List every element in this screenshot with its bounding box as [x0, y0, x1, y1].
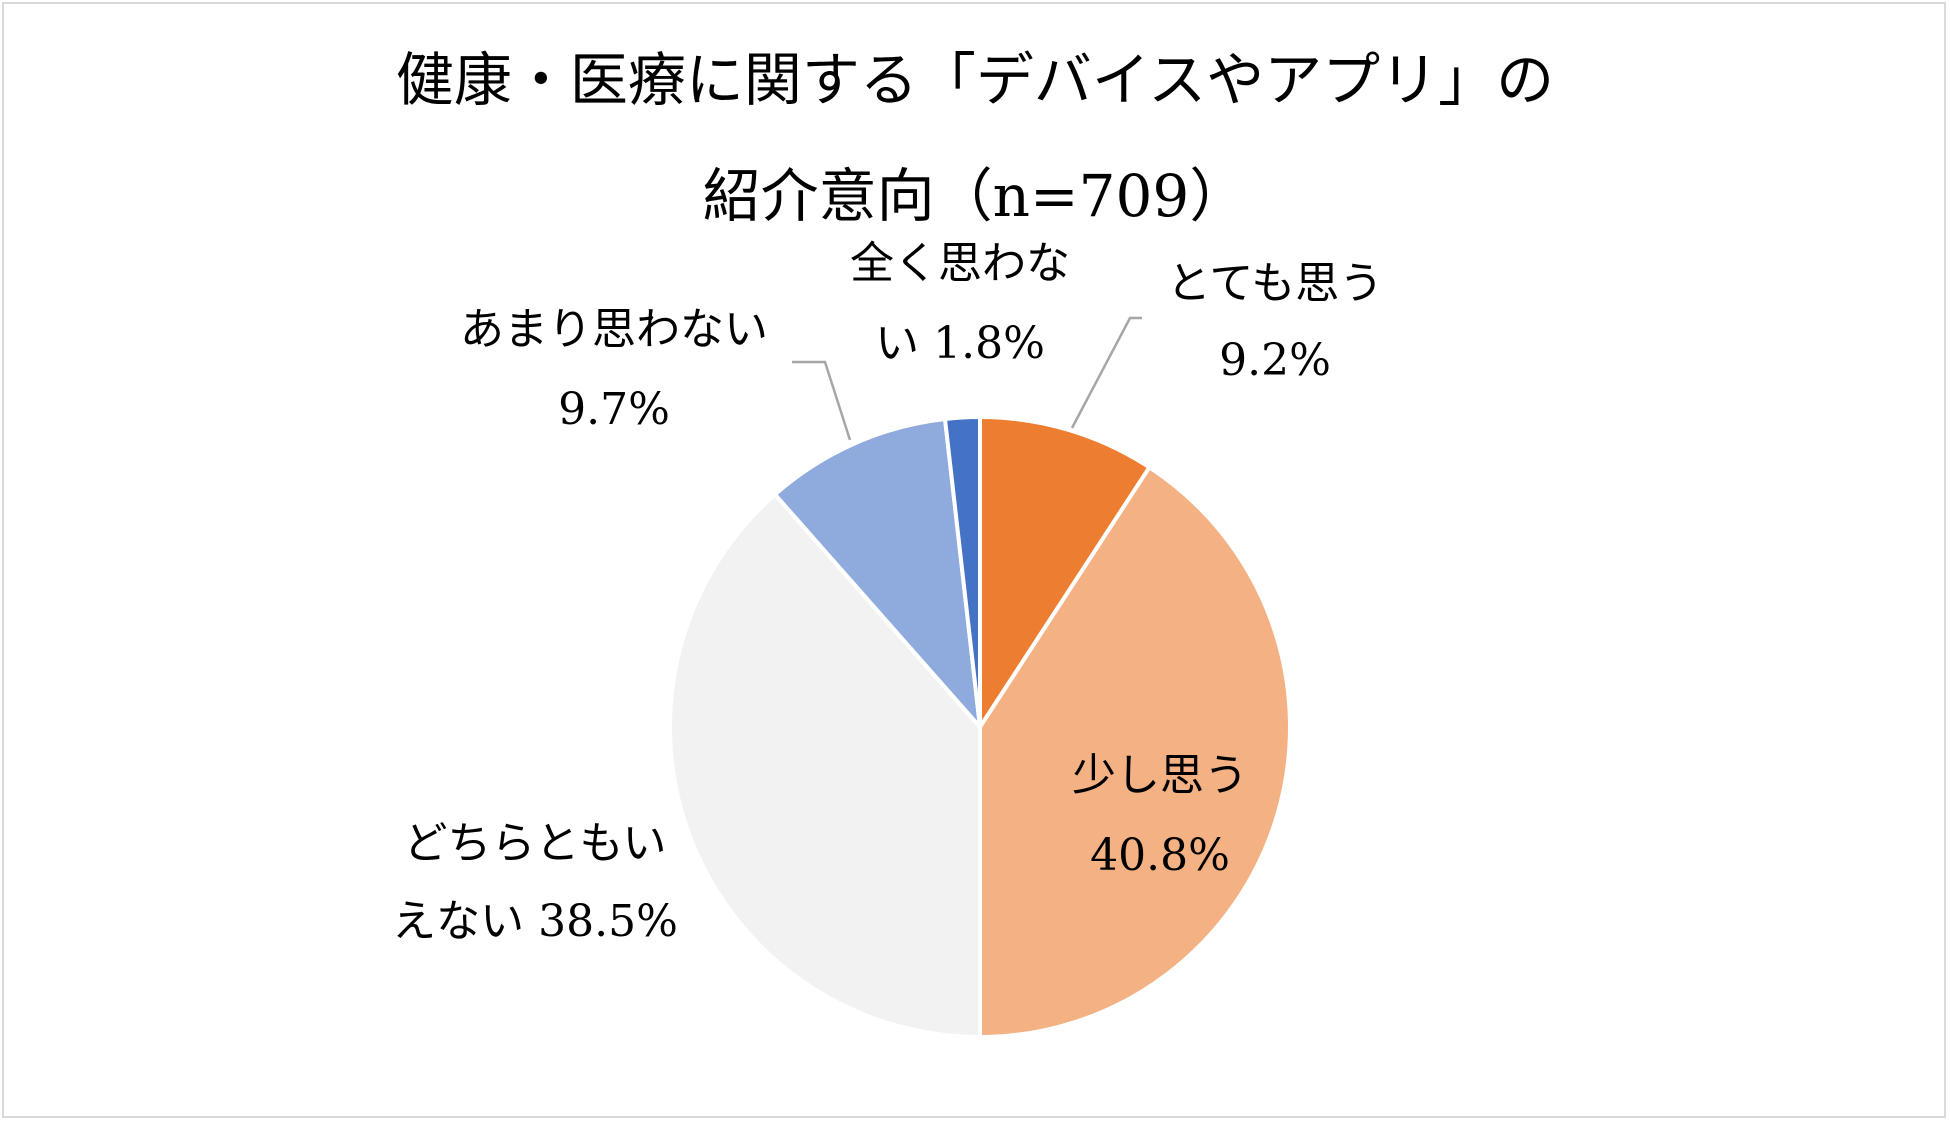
data-label-2-line-1: 少し思う [1072, 750, 1248, 801]
pie-slice-4 [772, 416, 982, 729]
pie-slice-2 [978, 465, 1292, 1039]
data-label-4-line-1: あまり思わない [460, 304, 768, 355]
data-label-1-line-2: 9.2% [1219, 335, 1331, 386]
leader-line-1 [1070, 316, 1142, 429]
data-labels: とても思う 9.2% 少し思う 40.8% どちらともいえない 38.5% あまり思わない… [392, 238, 1383, 947]
data-label-3: どちらともいえない 38.5% [392, 818, 678, 947]
data-label-3-line-1: どちらともい [403, 818, 666, 869]
data-label-2: 少し思う 40.8% [1072, 750, 1248, 881]
data-label-5-line-2: い 1.8% [875, 318, 1045, 369]
data-label-3-line-2: えない 38.5% [392, 896, 678, 947]
data-label-4: あまり思わない 9.7% [460, 304, 768, 435]
data-label-1-line-1: とても思う [1167, 258, 1383, 309]
data-label-2-line-2: 40.8% [1090, 830, 1230, 881]
pie-slice-3 [668, 492, 982, 1039]
pie-slice-1 [978, 415, 1152, 729]
leader-line-4 [792, 360, 852, 441]
data-label-4-line-2: 9.7% [558, 384, 670, 435]
data-label-5-line-1: 全く思わな [850, 238, 1070, 289]
chart-title-line-2: 紹介意向（n=709） [702, 162, 1248, 230]
data-label-5: 全く思わない 1.8% [850, 238, 1070, 369]
pie-slices [668, 415, 1292, 1039]
data-label-1: とても思う 9.2% [1167, 258, 1383, 386]
leader-lines [792, 316, 1142, 441]
chart-title-line-1: 健康・医療に関する「デバイスやアプリ」の [395, 46, 1555, 114]
chart-title: 健康・医療に関する「デバイスやアプリ」の 紹介意向（n=709） [0, 22, 1950, 254]
pie-slice-5 [943, 415, 982, 729]
